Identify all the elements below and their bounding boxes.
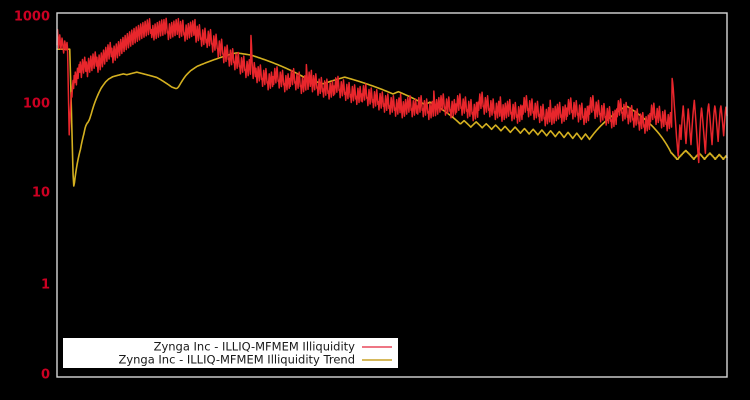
legend-label-illiquidity: Zynga Inc - ILLIQ-MFMEM Illiquidity [154, 340, 356, 354]
y-tick-label-0: 0 [41, 368, 50, 383]
legend-label-trend: Zynga Inc - ILLIQ-MFMEM Illiquidity Tren… [118, 353, 355, 367]
legend[interactable]: Zynga Inc - ILLIQ-MFMEM Illiquidity Zyng… [63, 338, 398, 368]
y-tick-label-1: 1 [41, 278, 50, 293]
y-tick-label-10: 10 [32, 186, 50, 201]
plot-frame [56, 12, 728, 378]
y-tick-label-100: 100 [23, 97, 50, 112]
series-lines [56, 17, 728, 187]
plot-area-background [57, 13, 727, 377]
y-tick-label-1000: 1000 [14, 10, 50, 25]
series-line-illiquidity [56, 17, 728, 164]
legend-background [63, 338, 398, 368]
y-axis-tick-labels: 1000 100 10 1 0 [14, 10, 50, 383]
